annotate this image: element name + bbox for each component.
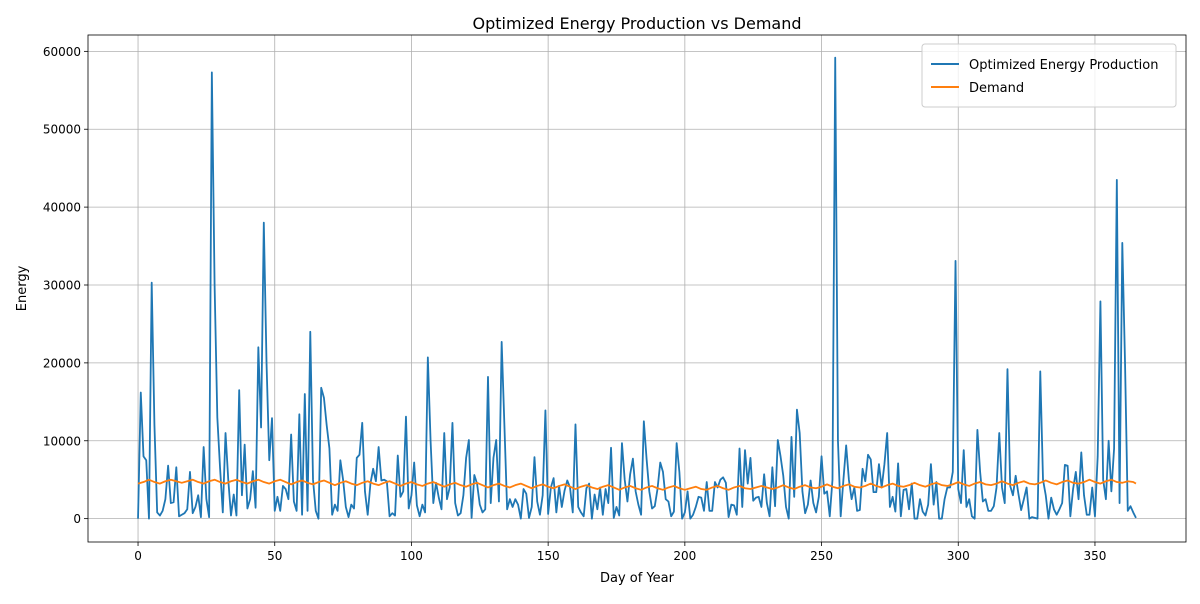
x-tick-label: 0 [134, 549, 142, 563]
x-tick-label: 50 [267, 549, 282, 563]
y-tick-label: 0 [73, 512, 81, 526]
x-tick-label: 350 [1084, 549, 1107, 563]
y-tick-label: 20000 [43, 356, 81, 370]
y-tick-label: 50000 [43, 123, 81, 137]
grid-layer [88, 35, 1186, 542]
legend: Optimized Energy Production Demand [921, 43, 1177, 108]
y-tick-label: 10000 [43, 434, 81, 448]
legend-label-demand: Demand [969, 81, 1024, 96]
y-tick-label: 60000 [43, 45, 81, 59]
tick-layer: 0 50 100 150 200 250 300 350 0 10000 20000 30000 400… [43, 45, 1107, 563]
legend-box [921, 43, 1177, 108]
y-axis-label: Energy [15, 265, 30, 311]
chart-title: Optimized Energy Production vs Demand [472, 14, 801, 33]
x-tick-label: 250 [810, 549, 833, 563]
series-layer [137, 56, 1137, 520]
y-tick-label: 30000 [43, 278, 81, 292]
legend-label-optimized-energy-production: Optimized Energy Production [969, 58, 1158, 73]
series-line-optimized-energy-production [137, 56, 1137, 520]
y-tick-label: 40000 [43, 201, 81, 215]
x-tick-label: 300 [947, 549, 970, 563]
x-axis-label: Day of Year [600, 571, 675, 586]
x-tick-label: 150 [537, 549, 560, 563]
series-line-demand [137, 478, 1137, 491]
axes-frame [87, 34, 1187, 543]
x-tick-label: 200 [673, 549, 696, 563]
x-tick-label: 100 [400, 549, 423, 563]
